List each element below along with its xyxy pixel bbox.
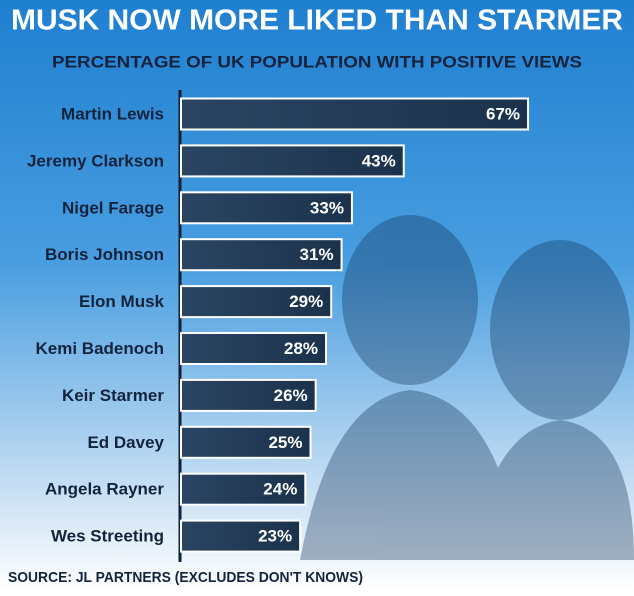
value-label: 67% <box>486 104 520 123</box>
bar <box>180 238 343 272</box>
category-label: Boris Johnson <box>45 245 164 264</box>
category-label: Wes Streeting <box>51 527 164 546</box>
category-label: Kemi Badenoch <box>36 339 164 358</box>
value-label: 24% <box>263 480 297 499</box>
value-label: 28% <box>284 339 318 358</box>
value-label: 23% <box>258 527 292 546</box>
bar <box>180 378 317 412</box>
bar <box>180 332 328 365</box>
bar <box>180 472 307 506</box>
bar <box>180 285 333 319</box>
bar <box>180 425 312 459</box>
category-label: Angela Rayner <box>45 480 164 499</box>
bar <box>180 97 530 131</box>
chart-subtitle: PERCENTAGE OF UK POPULATION WITH POSITIV… <box>52 52 582 71</box>
value-label: 29% <box>289 292 323 311</box>
value-label: 25% <box>268 433 302 452</box>
category-label: Nigel Farage <box>62 198 164 217</box>
category-label: Jeremy Clarkson <box>27 151 164 170</box>
bar <box>180 144 405 178</box>
value-label: 33% <box>310 198 344 217</box>
bar <box>180 519 302 553</box>
value-label: 26% <box>274 386 308 405</box>
photo-silhouettes <box>300 215 634 560</box>
source: SOURCE: JL PARTNERS (EXCLUDES DON'T KNOW… <box>8 569 363 586</box>
value-label: 31% <box>300 245 334 264</box>
category-label: Elon Musk <box>79 292 165 311</box>
category-label: Ed Davey <box>87 433 164 452</box>
value-label: 43% <box>362 151 396 170</box>
category-label: Keir Starmer <box>62 386 164 405</box>
bar <box>180 191 353 225</box>
chart-title: MUSK NOW MORE LIKED THAN STARMER <box>11 5 623 37</box>
category-label: Martin Lewis <box>61 104 164 123</box>
